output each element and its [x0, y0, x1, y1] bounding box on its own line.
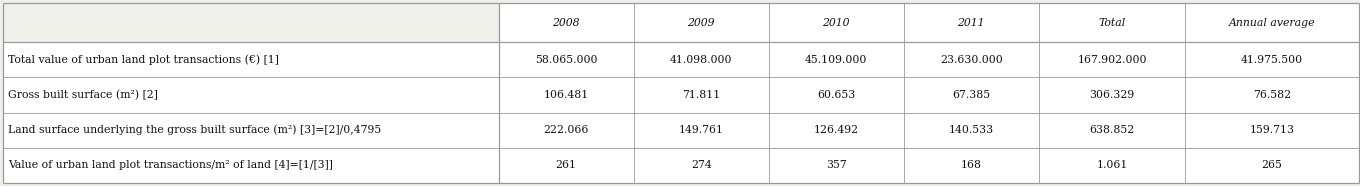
Bar	[3, 113, 1359, 147]
Text: Annual average: Annual average	[1229, 17, 1315, 28]
Text: 41.975.500: 41.975.500	[1240, 55, 1303, 65]
Text: 265: 265	[1262, 160, 1282, 170]
Text: Value of urban land plot transactions/m² of land [4]=[1/[3]]: Value of urban land plot transactions/m²…	[8, 160, 333, 170]
Text: 2011: 2011	[957, 17, 985, 28]
Text: 140.533: 140.533	[949, 125, 994, 135]
Text: Gross built surface (m²) [2]: Gross built surface (m²) [2]	[8, 90, 158, 100]
Text: 274: 274	[691, 160, 711, 170]
Text: 159.713: 159.713	[1250, 125, 1295, 135]
Text: 167.902.000: 167.902.000	[1077, 55, 1146, 65]
Text: 106.481: 106.481	[544, 90, 589, 100]
Text: 41.098.000: 41.098.000	[670, 55, 733, 65]
Text: 45.109.000: 45.109.000	[805, 55, 868, 65]
Text: 149.761: 149.761	[679, 125, 724, 135]
Text: 2008: 2008	[552, 17, 579, 28]
Text: Total value of urban land plot transactions (€) [1]: Total value of urban land plot transacti…	[8, 55, 279, 65]
Bar	[3, 147, 1359, 183]
Bar	[499, 3, 1359, 42]
Text: 357: 357	[826, 160, 847, 170]
Text: 23.630.000: 23.630.000	[940, 55, 1002, 65]
Text: 76.582: 76.582	[1253, 90, 1291, 100]
Text: 126.492: 126.492	[813, 125, 858, 135]
Text: Total: Total	[1099, 17, 1126, 28]
Text: 222.066: 222.066	[544, 125, 589, 135]
Text: 71.811: 71.811	[683, 90, 721, 100]
Text: 306.329: 306.329	[1089, 90, 1134, 100]
Text: 58.065.000: 58.065.000	[534, 55, 597, 65]
Text: 60.653: 60.653	[817, 90, 855, 100]
Bar	[3, 42, 1359, 77]
Text: Land surface underlying the gross built surface (m²) [3]=[2]/0,4795: Land surface underlying the gross built …	[8, 125, 381, 135]
Text: 1.061: 1.061	[1096, 160, 1127, 170]
Text: 638.852: 638.852	[1089, 125, 1134, 135]
Text: 67.385: 67.385	[952, 90, 990, 100]
Text: 168: 168	[960, 160, 982, 170]
Text: 2010: 2010	[823, 17, 850, 28]
Text: 261: 261	[556, 160, 577, 170]
Text: 2009: 2009	[687, 17, 715, 28]
Bar	[3, 77, 1359, 113]
